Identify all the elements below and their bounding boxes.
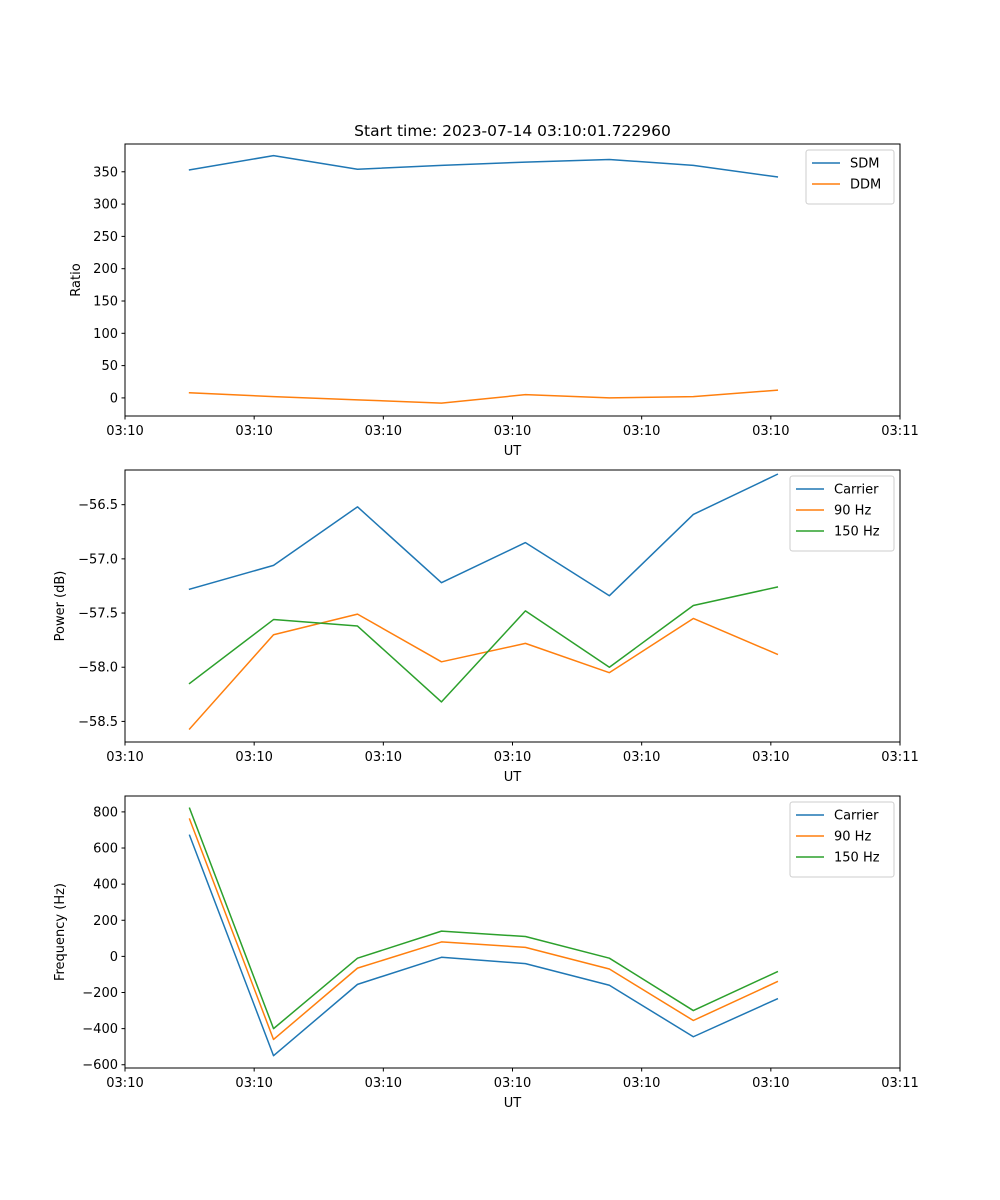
x-axis-label: UT: [504, 1096, 522, 1111]
x-tick-label: 03:10: [752, 750, 789, 765]
series-line-150-hz: [188, 807, 779, 1030]
x-tick-label: 03:10: [623, 1076, 660, 1091]
legend: SDM DDM: [805, 149, 895, 205]
y-tick-label: 50: [101, 359, 118, 374]
y-tick-label: 0: [110, 391, 118, 406]
legend-label: Carrier: [834, 483, 879, 498]
x-tick-label: 03:11: [881, 1076, 918, 1091]
x-axis-label: UT: [504, 770, 522, 785]
y-tick-label: −400: [82, 1022, 118, 1037]
y-tick-label: −58.0: [78, 661, 118, 676]
x-axis-label: UT: [504, 444, 522, 459]
y-tick-label: 100: [93, 327, 118, 342]
y-axis-label: Frequency (Hz): [53, 883, 68, 981]
y-axis-label: Power (dB): [53, 571, 68, 642]
y-tick-label: 400: [93, 878, 118, 893]
x-tick-label: 03:10: [494, 750, 531, 765]
x-tick-label: 03:10: [494, 424, 531, 439]
y-tick-label: 250: [93, 230, 118, 245]
y-tick-label: 600: [93, 842, 118, 857]
x-tick-label: 03:10: [365, 750, 402, 765]
legend-frame: [789, 801, 895, 878]
x-tick-label: 03:10: [365, 1076, 402, 1091]
y-tick-label: 0: [110, 950, 118, 965]
subplot-2: 03:10 03:10 03:10 03:10 03:10 03:10 03:11 −58.5…: [53, 469, 919, 785]
y-axis-label: Ratio: [69, 263, 84, 296]
series-line-90-hz: [188, 818, 779, 1041]
y-tick-label: −58.5: [78, 715, 118, 730]
x-tick-label: 03:10: [106, 750, 143, 765]
series-line-90-hz: [188, 613, 779, 731]
legend-label: 90 Hz: [834, 504, 871, 519]
y-tick-label: −57.0: [78, 552, 118, 567]
legend-label: DDM: [850, 178, 881, 193]
x-tick-label: 03:10: [235, 1076, 272, 1091]
y-tick-label: 350: [93, 165, 118, 180]
x-tick-label: 03:10: [752, 424, 789, 439]
y-tick-label: −57.5: [78, 607, 118, 622]
y-tick-label: 200: [93, 914, 118, 929]
y-tick-label: 800: [93, 805, 118, 820]
subplot-1: 03:10 03:10 03:10 03:10 03:10 03:10 03:11 0 50 10…: [69, 122, 919, 459]
legend-label: 90 Hz: [834, 830, 871, 845]
legend: Carrier 90 Hz 150 Hz: [789, 801, 895, 878]
legend-frame: [789, 475, 895, 552]
series-line-150-hz: [188, 586, 779, 703]
x-tick-label: 03:10: [494, 1076, 531, 1091]
x-tick-label: 03:11: [881, 750, 918, 765]
y-tick-label: −600: [82, 1058, 118, 1073]
y-tick-label: −56.5: [78, 498, 118, 513]
x-tick-label: 03:11: [881, 424, 918, 439]
x-tick-label: 03:10: [623, 750, 660, 765]
legend-label: 150 Hz: [834, 851, 880, 866]
subplot-3: 03:10 03:10 03:10 03:10 03:10 03:10 03:11 −600 −…: [53, 795, 919, 1111]
series-line-sdm: [188, 154, 779, 178]
series-line-carrier: [188, 473, 779, 597]
x-tick-label: 03:10: [623, 424, 660, 439]
y-tick-label: 300: [93, 198, 118, 213]
axes-frame: [124, 795, 901, 1069]
x-tick-label: 03:10: [106, 1076, 143, 1091]
x-tick-label: 03:10: [106, 424, 143, 439]
x-tick-label: 03:10: [752, 1076, 789, 1091]
x-tick-label: 03:10: [235, 424, 272, 439]
y-tick-label: 200: [93, 262, 118, 277]
series-line-ddm: [188, 389, 779, 404]
axes-frame: [124, 469, 901, 743]
legend-label: Carrier: [834, 809, 879, 824]
legend: Carrier 90 Hz 150 Hz: [789, 475, 895, 552]
y-tick-label: 150: [93, 294, 118, 309]
x-tick-label: 03:10: [365, 424, 402, 439]
x-tick-label: 03:10: [235, 750, 272, 765]
legend-label: 150 Hz: [834, 525, 880, 540]
y-tick-label: −200: [82, 986, 118, 1001]
series-line-carrier: [188, 834, 779, 1057]
axes-frame: [124, 143, 901, 417]
chart-title: Start time: 2023-07-14 03:10:01.722960: [354, 122, 671, 140]
legend-label: SDM: [850, 157, 879, 172]
